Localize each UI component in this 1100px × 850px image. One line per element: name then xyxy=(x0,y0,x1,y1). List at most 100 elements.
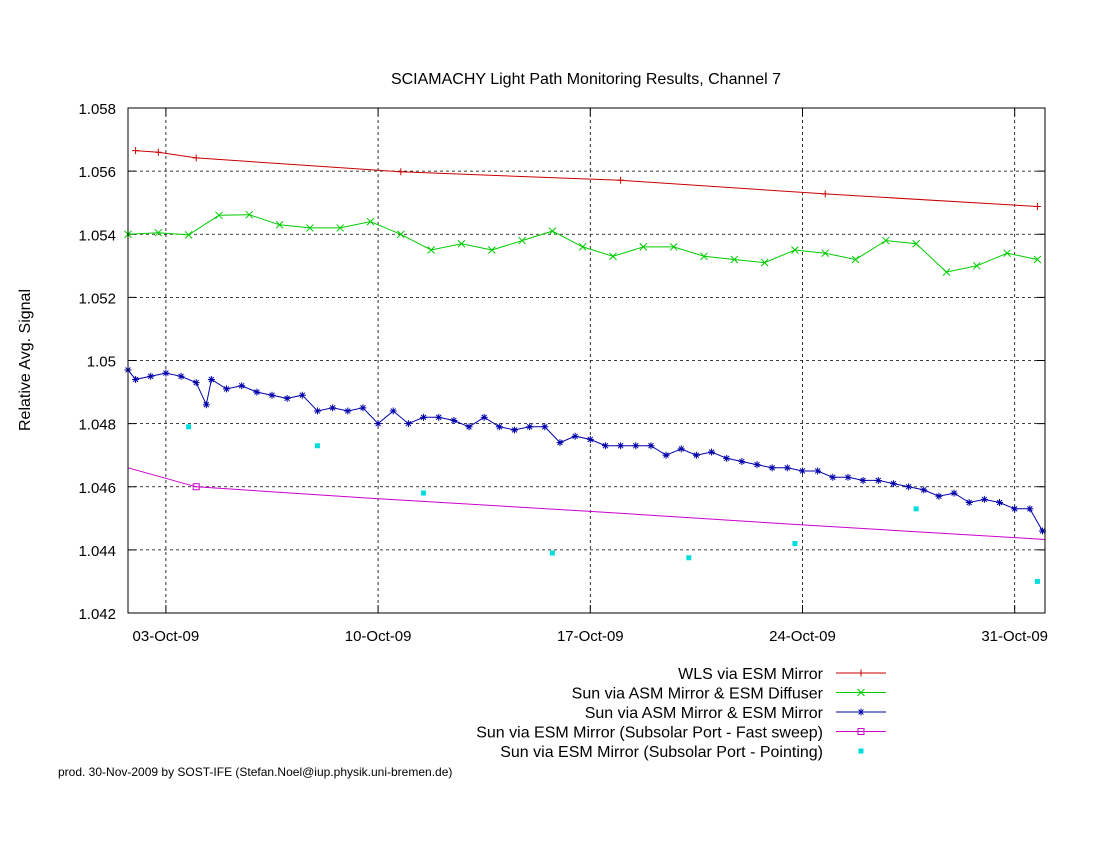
data-point xyxy=(549,550,555,556)
data-point xyxy=(874,476,882,484)
data-point xyxy=(730,255,739,264)
legend-label: Sun via ESM Mirror (Subsolar Port - Fast… xyxy=(476,725,823,742)
series-1 xyxy=(132,147,1041,210)
data-point xyxy=(162,369,170,377)
data-point xyxy=(829,473,837,481)
y-axis-label: Relative Avg. Signal xyxy=(17,289,34,431)
data-point xyxy=(359,404,367,412)
data-point xyxy=(723,454,731,462)
data-point xyxy=(768,464,776,472)
data-point xyxy=(421,490,427,496)
y-tick-label: 1.044 xyxy=(78,543,116,560)
data-point xyxy=(814,467,822,475)
legend-label: Sun via ESM Mirror (Subsolar Port - Poin… xyxy=(500,744,823,761)
series-4 xyxy=(127,467,1046,540)
data-point xyxy=(313,407,321,415)
data-point xyxy=(495,423,503,431)
data-point xyxy=(935,492,943,500)
data-point xyxy=(1033,255,1042,264)
y-tick-label: 1.046 xyxy=(78,480,116,497)
data-point xyxy=(1034,578,1040,584)
data-point xyxy=(821,249,830,258)
series-3 xyxy=(124,366,1046,535)
data-point xyxy=(760,258,769,267)
x-tick-label: 31-Oct-09 xyxy=(981,628,1048,645)
data-point xyxy=(996,499,1004,507)
legend-item: Sun via ASM Mirror & ESM Mirror xyxy=(585,705,886,722)
data-point xyxy=(541,423,549,431)
legend-label: Sun via ASM Mirror & ESM Mirror xyxy=(585,705,824,722)
data-point xyxy=(617,442,625,450)
series-line xyxy=(127,467,1046,540)
data-point xyxy=(912,239,921,248)
data-point xyxy=(366,217,375,226)
data-point xyxy=(601,442,609,450)
data-point xyxy=(548,227,557,235)
data-point xyxy=(632,442,640,450)
data-point xyxy=(298,391,306,399)
y-tick-label: 1.052 xyxy=(78,290,116,307)
data-point xyxy=(578,243,587,251)
data-point xyxy=(192,483,200,491)
data-point xyxy=(556,439,564,447)
data-point xyxy=(238,382,246,390)
data-point xyxy=(700,252,708,261)
data-point xyxy=(480,413,488,421)
data-point xyxy=(420,413,428,421)
production-note: prod. 30-Nov-2009 by SOST-IFE (Stefan.No… xyxy=(58,765,453,779)
data-point xyxy=(397,168,405,176)
data-point xyxy=(192,379,200,387)
data-point xyxy=(859,476,867,484)
data-point xyxy=(639,243,648,251)
data-point xyxy=(275,220,284,229)
data-point xyxy=(857,669,865,677)
data-point xyxy=(283,394,291,402)
data-point xyxy=(708,448,716,456)
x-tick-label: 24-Oct-09 xyxy=(769,628,836,645)
data-point xyxy=(965,499,973,507)
data-point xyxy=(389,407,397,415)
data-point xyxy=(132,375,140,383)
data-point xyxy=(791,246,799,254)
data-point xyxy=(511,426,519,434)
data-point xyxy=(1026,505,1034,513)
data-point xyxy=(457,239,466,248)
y-tick-label: 1.042 xyxy=(78,606,116,623)
data-point xyxy=(253,388,261,396)
legend-label: WLS via ESM Mirror xyxy=(678,666,824,683)
data-point xyxy=(1011,505,1019,513)
data-point xyxy=(858,748,864,754)
data-point xyxy=(920,486,928,494)
data-point xyxy=(268,391,276,399)
data-point xyxy=(207,375,215,383)
data-point xyxy=(677,445,685,453)
data-point xyxy=(905,483,913,491)
data-point xyxy=(980,495,988,503)
legend-label: Sun via ASM Mirror & ESM Diffuser xyxy=(572,686,824,703)
data-point xyxy=(1033,202,1041,210)
data-point xyxy=(647,442,655,450)
data-point xyxy=(881,236,890,245)
data-point xyxy=(396,230,405,239)
data-point xyxy=(427,246,435,254)
series-line xyxy=(127,214,1038,273)
data-point xyxy=(617,176,625,184)
data-point xyxy=(336,224,345,232)
data-point xyxy=(753,461,761,469)
series-5 xyxy=(186,424,1040,584)
data-point xyxy=(857,728,865,735)
data-point xyxy=(177,372,185,380)
data-point xyxy=(662,451,670,459)
data-point xyxy=(344,407,352,415)
data-point xyxy=(526,423,534,431)
series-layer xyxy=(124,147,1046,584)
data-point xyxy=(851,255,860,264)
data-point xyxy=(1003,249,1011,258)
data-point xyxy=(609,252,617,261)
data-point xyxy=(783,464,791,472)
data-point xyxy=(147,372,155,380)
grid xyxy=(128,108,1045,613)
data-point xyxy=(450,416,458,424)
data-point xyxy=(245,210,254,219)
